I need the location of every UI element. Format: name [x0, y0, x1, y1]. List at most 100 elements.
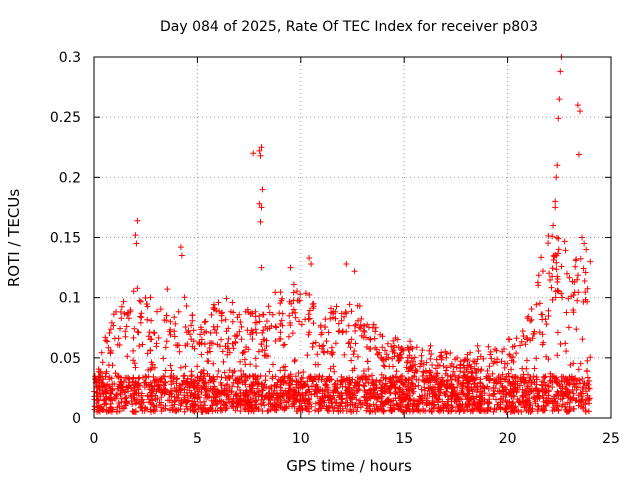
data-point — [479, 390, 486, 397]
data-point — [539, 386, 546, 392]
data-point — [196, 386, 203, 393]
data-point — [536, 300, 543, 307]
data-point — [290, 281, 297, 288]
data-point — [564, 270, 570, 277]
data-point — [171, 314, 178, 321]
data-point — [198, 326, 205, 333]
data-point — [237, 319, 244, 325]
data-point — [306, 291, 313, 298]
data-point — [262, 373, 269, 379]
data-point — [287, 373, 294, 380]
data-point — [161, 317, 168, 324]
data-point — [155, 334, 162, 341]
data-point — [377, 403, 384, 410]
data-point — [461, 357, 468, 364]
data-point — [201, 319, 208, 326]
data-point — [558, 403, 565, 410]
data-point — [586, 400, 593, 407]
data-point — [526, 399, 533, 406]
data-point — [234, 314, 241, 321]
data-point — [130, 347, 137, 354]
data-point — [473, 368, 480, 374]
data-point — [231, 332, 238, 339]
data-point — [256, 147, 263, 154]
data-point — [493, 378, 500, 385]
data-point — [380, 407, 387, 414]
data-point — [565, 324, 572, 331]
data-point — [219, 309, 225, 316]
data-point — [139, 341, 146, 348]
data-point — [115, 400, 122, 406]
data-point — [288, 300, 295, 307]
data-point — [306, 255, 313, 261]
data-point — [98, 379, 105, 386]
data-point — [175, 397, 182, 404]
data-point — [584, 374, 591, 381]
data-point — [167, 387, 174, 394]
data-point — [123, 394, 129, 401]
data-point — [181, 392, 188, 399]
data-point — [372, 344, 379, 351]
data-point — [251, 390, 258, 397]
data-point — [258, 144, 265, 151]
data-point — [435, 381, 442, 388]
data-point — [146, 329, 153, 336]
data-point — [211, 306, 218, 313]
data-point — [502, 376, 509, 383]
data-point — [502, 384, 509, 391]
data-point — [451, 398, 458, 405]
data-point — [168, 390, 175, 397]
data-point — [331, 381, 338, 388]
data-point — [302, 316, 309, 323]
data-point — [158, 399, 165, 406]
data-point — [183, 329, 190, 336]
data-point — [529, 335, 536, 342]
data-point — [540, 373, 547, 380]
data-point — [280, 342, 287, 349]
x-tick-label: 25 — [602, 431, 620, 447]
data-point — [187, 331, 194, 338]
data-point — [104, 381, 111, 388]
data-point — [542, 389, 549, 396]
data-point — [137, 313, 144, 320]
data-point — [513, 388, 520, 394]
data-point — [409, 390, 416, 397]
data-point — [190, 338, 197, 345]
data-point — [384, 340, 391, 347]
data-point — [150, 407, 157, 414]
data-point — [239, 350, 246, 356]
y-tick-label: 0 — [72, 411, 81, 427]
data-point — [154, 308, 160, 315]
data-point — [399, 346, 406, 353]
data-point — [511, 393, 518, 400]
data-point — [511, 343, 518, 349]
data-point — [540, 268, 546, 275]
data-point — [112, 370, 119, 377]
data-point — [427, 342, 434, 349]
data-point — [385, 386, 392, 393]
data-point — [350, 351, 357, 358]
data-point — [387, 402, 394, 409]
data-point — [341, 375, 348, 382]
data-point — [248, 310, 255, 317]
data-point — [175, 308, 182, 315]
data-point — [378, 387, 385, 394]
data-point — [137, 319, 144, 326]
data-point — [535, 272, 542, 279]
data-point — [163, 312, 170, 319]
data-point — [338, 317, 345, 324]
data-point — [535, 393, 542, 400]
data-point — [487, 351, 494, 358]
data-point — [252, 355, 259, 362]
data-point — [298, 321, 305, 328]
data-point — [550, 257, 557, 263]
data-point — [128, 385, 135, 392]
data-point — [168, 375, 175, 381]
data-point — [103, 393, 110, 400]
data-point — [250, 150, 257, 157]
data-point — [310, 320, 317, 327]
data-point — [552, 288, 559, 295]
data-point — [273, 407, 280, 414]
x-tick-label: 10 — [292, 431, 310, 447]
data-point — [464, 374, 471, 381]
